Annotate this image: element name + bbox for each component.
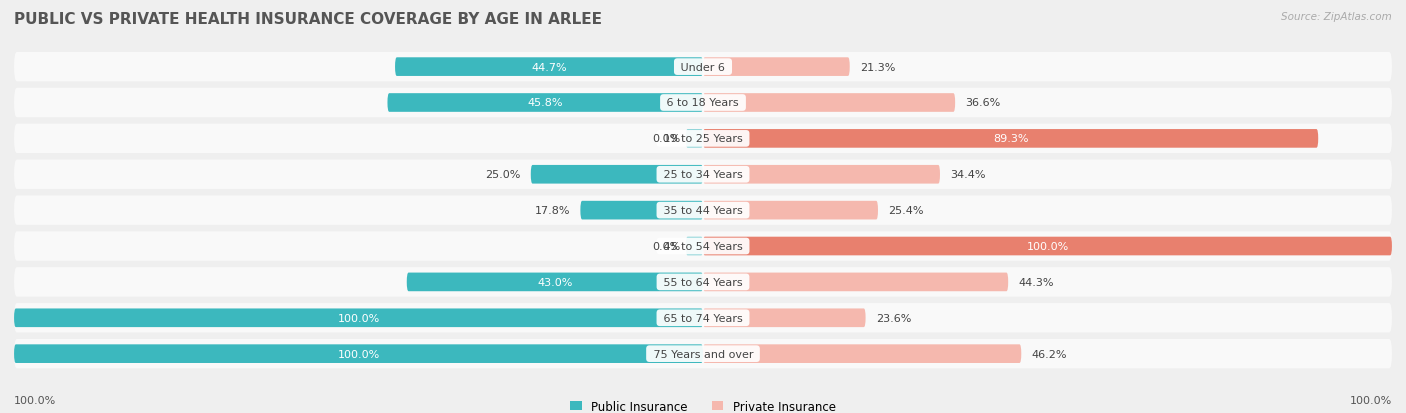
Text: 55 to 64 Years: 55 to 64 Years bbox=[659, 277, 747, 287]
FancyBboxPatch shape bbox=[703, 58, 849, 77]
Text: 43.0%: 43.0% bbox=[537, 277, 572, 287]
Text: 89.3%: 89.3% bbox=[993, 134, 1028, 144]
FancyBboxPatch shape bbox=[703, 273, 1008, 292]
FancyBboxPatch shape bbox=[14, 232, 1392, 261]
FancyBboxPatch shape bbox=[703, 344, 1021, 363]
Text: 19 to 25 Years: 19 to 25 Years bbox=[659, 134, 747, 144]
Text: 25.0%: 25.0% bbox=[485, 170, 520, 180]
Text: 0.0%: 0.0% bbox=[652, 134, 681, 144]
Text: 25 to 34 Years: 25 to 34 Years bbox=[659, 170, 747, 180]
Text: 75 Years and over: 75 Years and over bbox=[650, 349, 756, 359]
Text: 23.6%: 23.6% bbox=[876, 313, 911, 323]
Text: 6 to 18 Years: 6 to 18 Years bbox=[664, 98, 742, 108]
FancyBboxPatch shape bbox=[703, 201, 877, 220]
FancyBboxPatch shape bbox=[14, 344, 703, 363]
Text: 36.6%: 36.6% bbox=[966, 98, 1001, 108]
Text: 44.7%: 44.7% bbox=[531, 62, 567, 72]
Text: 100.0%: 100.0% bbox=[14, 395, 56, 405]
Text: Under 6: Under 6 bbox=[678, 62, 728, 72]
Text: PUBLIC VS PRIVATE HEALTH INSURANCE COVERAGE BY AGE IN ARLEE: PUBLIC VS PRIVATE HEALTH INSURANCE COVER… bbox=[14, 12, 602, 27]
Text: 34.4%: 34.4% bbox=[950, 170, 986, 180]
FancyBboxPatch shape bbox=[14, 196, 1392, 225]
FancyBboxPatch shape bbox=[14, 53, 1392, 82]
Text: 35 to 44 Years: 35 to 44 Years bbox=[659, 206, 747, 216]
FancyBboxPatch shape bbox=[686, 237, 703, 256]
FancyBboxPatch shape bbox=[388, 94, 703, 113]
FancyBboxPatch shape bbox=[703, 94, 955, 113]
Text: 44.3%: 44.3% bbox=[1018, 277, 1054, 287]
FancyBboxPatch shape bbox=[703, 237, 1392, 256]
Text: 45.8%: 45.8% bbox=[527, 98, 562, 108]
FancyBboxPatch shape bbox=[14, 160, 1392, 190]
Text: 0.0%: 0.0% bbox=[652, 242, 681, 252]
Text: 25.4%: 25.4% bbox=[889, 206, 924, 216]
Legend: Public Insurance, Private Insurance: Public Insurance, Private Insurance bbox=[565, 395, 841, 413]
Text: 65 to 74 Years: 65 to 74 Years bbox=[659, 313, 747, 323]
FancyBboxPatch shape bbox=[14, 88, 1392, 118]
FancyBboxPatch shape bbox=[14, 309, 703, 328]
Text: 17.8%: 17.8% bbox=[534, 206, 569, 216]
FancyBboxPatch shape bbox=[14, 303, 1392, 333]
Text: 100.0%: 100.0% bbox=[1026, 242, 1069, 252]
FancyBboxPatch shape bbox=[531, 166, 703, 184]
FancyBboxPatch shape bbox=[14, 124, 1392, 154]
Text: 45 to 54 Years: 45 to 54 Years bbox=[659, 242, 747, 252]
FancyBboxPatch shape bbox=[581, 201, 703, 220]
FancyBboxPatch shape bbox=[14, 339, 1392, 368]
Text: Source: ZipAtlas.com: Source: ZipAtlas.com bbox=[1281, 12, 1392, 22]
FancyBboxPatch shape bbox=[703, 130, 1319, 148]
FancyBboxPatch shape bbox=[703, 166, 941, 184]
FancyBboxPatch shape bbox=[406, 273, 703, 292]
FancyBboxPatch shape bbox=[14, 268, 1392, 297]
Text: 46.2%: 46.2% bbox=[1032, 349, 1067, 359]
FancyBboxPatch shape bbox=[395, 58, 703, 77]
Text: 100.0%: 100.0% bbox=[1350, 395, 1392, 405]
FancyBboxPatch shape bbox=[703, 309, 866, 328]
Text: 100.0%: 100.0% bbox=[337, 349, 380, 359]
FancyBboxPatch shape bbox=[686, 130, 703, 148]
Text: 21.3%: 21.3% bbox=[860, 62, 896, 72]
Text: 100.0%: 100.0% bbox=[337, 313, 380, 323]
